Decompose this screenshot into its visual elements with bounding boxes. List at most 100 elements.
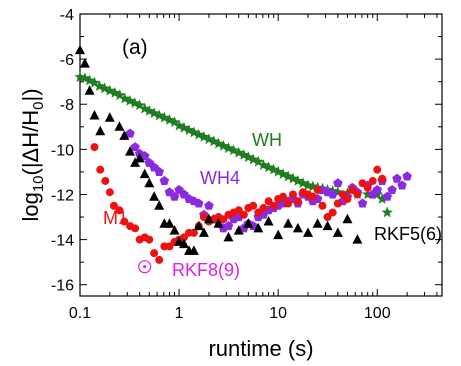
rkf5-6-point — [263, 216, 274, 226]
wh4-point — [223, 221, 234, 231]
annotation-wh: WH — [252, 130, 282, 150]
m1-point — [343, 194, 352, 203]
x-tick-label: 100 — [364, 305, 391, 322]
rkf5-6-point — [84, 85, 95, 95]
m1-point — [101, 176, 110, 185]
y-tick-label: -6 — [60, 52, 74, 69]
m1-point — [308, 192, 317, 201]
wh-point — [104, 84, 116, 96]
wh-point — [193, 128, 205, 140]
wh-point — [332, 186, 344, 198]
wh-point — [257, 159, 270, 170]
rkf5-6-point — [233, 225, 244, 235]
rkf5-6-point — [164, 218, 175, 228]
axis-ticks: 0.1 1 10 100 -4 -6 -8 -10 -12 -14 -16 — [51, 7, 442, 322]
rkf5-6-point — [79, 58, 90, 68]
rkf5-6-point — [154, 200, 165, 210]
wh-point — [262, 161, 275, 173]
wh4-point — [194, 198, 204, 208]
rkf5-6-point — [178, 238, 189, 249]
wh-point — [178, 121, 190, 133]
wh4-point — [357, 198, 368, 208]
wh-point — [277, 168, 289, 179]
wh-point — [124, 94, 136, 106]
m1-point — [288, 190, 297, 199]
wh4-point — [204, 200, 214, 210]
m1-point — [368, 176, 377, 185]
m1-point — [155, 255, 164, 264]
rkf5-6-point — [273, 229, 284, 240]
wh-point — [242, 151, 255, 163]
x-tick-label: 10 — [269, 305, 287, 322]
y-axis-label: log10(|ΔH/H0|) — [18, 88, 47, 221]
m1-point — [373, 165, 382, 174]
wh-point — [362, 188, 374, 200]
wh-point — [247, 153, 259, 165]
y-tick-label: -16 — [51, 278, 74, 295]
rkf5-6-point — [312, 218, 323, 228]
rkf5-6-point — [169, 225, 180, 235]
annotation-rkf56: RKF5(6) — [374, 224, 442, 244]
wh-point — [222, 142, 235, 154]
wh-point — [376, 193, 388, 204]
m1-point — [189, 228, 198, 237]
wh-point — [168, 116, 181, 128]
wh4-point — [327, 189, 338, 199]
wh-point — [114, 89, 126, 101]
wh-point — [252, 155, 264, 167]
wh-point — [183, 124, 195, 135]
wh4-point — [402, 171, 412, 181]
wh-point — [119, 92, 131, 104]
rkf5-6-point — [114, 121, 125, 131]
wh-point — [267, 163, 280, 175]
rkf5-6-point — [223, 231, 234, 242]
m1-point — [333, 199, 342, 208]
wh-point — [79, 72, 91, 84]
m1-point — [358, 179, 367, 188]
y-tick-label: -10 — [51, 142, 74, 159]
rkf5-6-point — [253, 222, 264, 233]
rkf5-6-point — [203, 213, 214, 224]
wh-point — [98, 82, 111, 94]
wh-point — [109, 87, 121, 98]
m1-point — [378, 174, 387, 183]
wh-point — [134, 99, 146, 111]
rkf5-6-point — [149, 191, 160, 201]
wh-point — [188, 126, 200, 138]
rkf5-6-point — [75, 44, 85, 55]
m1-point — [353, 190, 362, 199]
wh4-point — [154, 166, 164, 176]
wh-point — [297, 177, 309, 189]
m1-point — [115, 206, 124, 215]
x-axis-label: runtime (s) — [208, 336, 313, 361]
rkf5-6-point — [213, 218, 224, 228]
rkf5-6-point — [342, 213, 353, 224]
m1-point — [131, 224, 140, 233]
wh-point — [203, 133, 215, 145]
wh-point — [217, 140, 230, 151]
annotation-wh4: WH4 — [200, 168, 240, 188]
y-tick-label: -4 — [60, 7, 74, 24]
rkf5-6-point — [89, 110, 100, 120]
wh-point — [208, 135, 220, 147]
m1-point — [313, 185, 322, 194]
wh4-point — [125, 128, 135, 138]
rkf8-9-point-center — [143, 265, 147, 269]
wh4-point — [372, 185, 382, 194]
m1-point — [109, 201, 118, 210]
m1-point — [90, 143, 99, 152]
rkf5-6-point — [104, 112, 115, 122]
rkf5-6-point — [125, 146, 136, 156]
rkf5-6-point — [139, 168, 150, 179]
wh4-point — [140, 151, 150, 161]
wh-point — [139, 102, 151, 114]
rkf5-6-point — [303, 227, 314, 237]
rkf5-6-point — [95, 125, 106, 136]
m1-point — [323, 213, 332, 222]
m1-point — [318, 201, 327, 210]
rkf5-6-point — [188, 245, 199, 255]
m1-point — [284, 199, 293, 208]
rkf5-6-point — [352, 234, 363, 244]
rkf5-6-point — [243, 218, 254, 228]
